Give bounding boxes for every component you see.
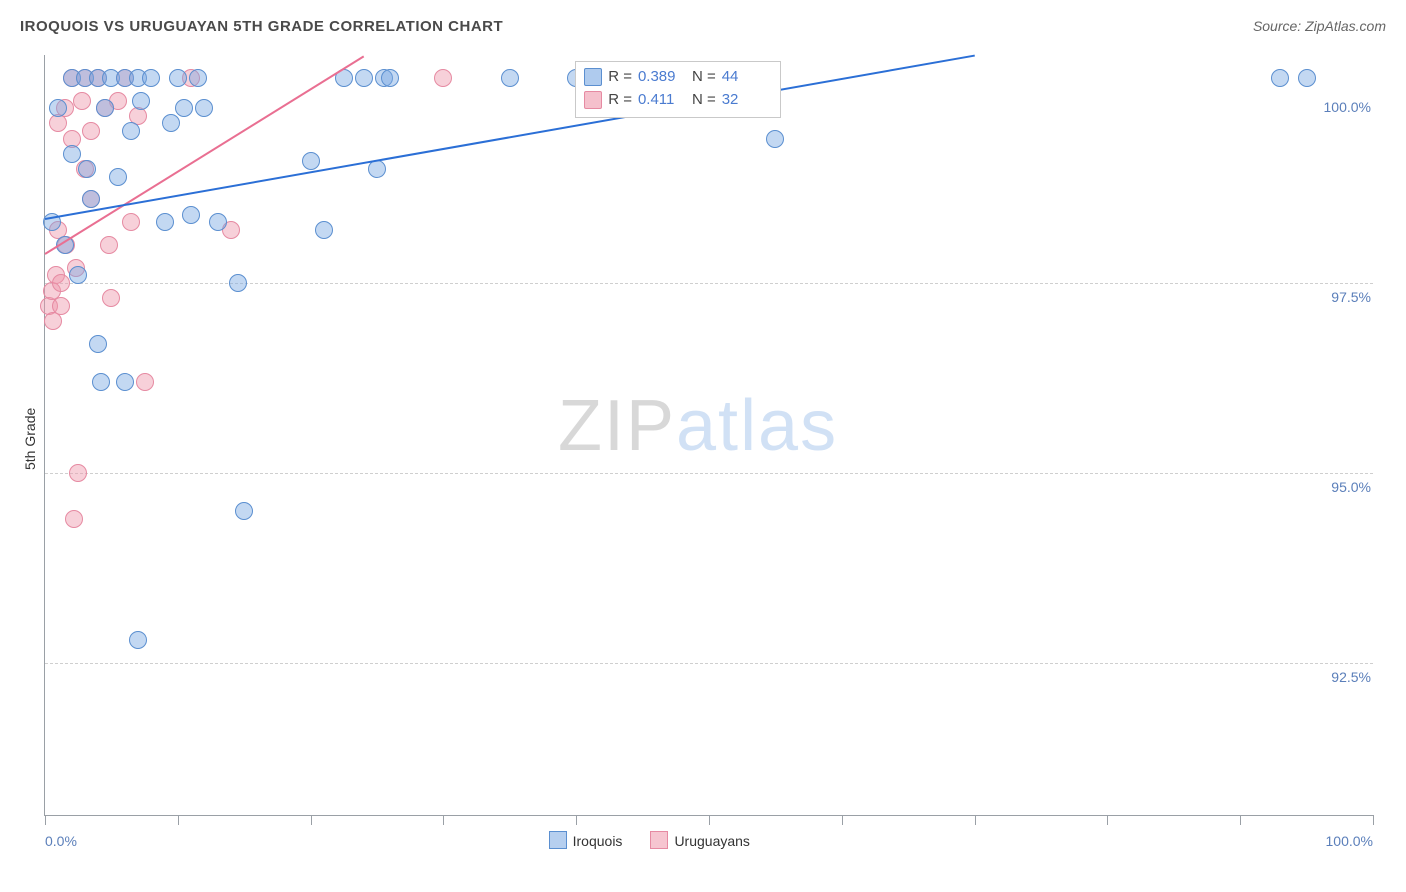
y-tick-label: 92.5% <box>1313 669 1371 685</box>
scatter-point-iroquois <box>235 502 253 520</box>
scatter-point-uruguayans <box>52 297 70 315</box>
scatter-point-iroquois <box>162 114 180 132</box>
x-tick <box>1373 815 1374 825</box>
scatter-point-iroquois <box>209 213 227 231</box>
scatter-point-iroquois <box>175 99 193 117</box>
x-axis-max-label: 100.0% <box>1326 833 1373 849</box>
scatter-point-iroquois <box>315 221 333 239</box>
swatch-icon <box>549 831 567 849</box>
stat-label: N = <box>692 66 716 89</box>
scatter-point-iroquois <box>122 122 140 140</box>
x-tick <box>576 815 577 825</box>
legend-label: Uruguayans <box>674 833 750 849</box>
scatter-point-iroquois <box>142 69 160 87</box>
x-tick <box>842 815 843 825</box>
scatter-point-iroquois <box>766 130 784 148</box>
scatter-point-uruguayans <box>102 289 120 307</box>
stats-row-uruguayans: R = 0.411 N = 32 <box>584 89 770 112</box>
stat-label: N = <box>692 89 716 112</box>
scatter-point-iroquois <box>63 145 81 163</box>
scatter-point-iroquois <box>92 373 110 391</box>
scatter-point-uruguayans <box>69 464 87 482</box>
n-value: 44 <box>722 66 770 89</box>
scatter-point-iroquois <box>381 69 399 87</box>
scatter-point-iroquois <box>229 274 247 292</box>
scatter-point-iroquois <box>501 69 519 87</box>
scatter-point-iroquois <box>129 631 147 649</box>
n-value: 32 <box>722 89 770 112</box>
x-tick <box>178 815 179 825</box>
scatter-point-iroquois <box>109 168 127 186</box>
r-value: 0.411 <box>638 89 686 112</box>
x-tick <box>709 815 710 825</box>
scatter-point-iroquois <box>1298 69 1316 87</box>
swatch-icon <box>584 91 602 109</box>
scatter-point-iroquois <box>116 373 134 391</box>
x-tick <box>975 815 976 825</box>
stat-label: R = <box>608 66 632 89</box>
chart-title: IROQUOIS VS URUGUAYAN 5TH GRADE CORRELAT… <box>20 18 503 35</box>
series-legend: Iroquois Uruguayans <box>549 831 750 849</box>
stats-row-iroquois: R = 0.389 N = 44 <box>584 66 770 89</box>
legend-item-iroquois: Iroquois <box>549 831 623 849</box>
x-tick <box>443 815 444 825</box>
scatter-point-uruguayans <box>73 92 91 110</box>
scatter-point-iroquois <box>355 69 373 87</box>
scatter-point-uruguayans <box>434 69 452 87</box>
scatter-point-iroquois <box>78 160 96 178</box>
r-value: 0.389 <box>638 66 686 89</box>
scatter-point-iroquois <box>96 99 114 117</box>
x-tick <box>1240 815 1241 825</box>
scatter-point-iroquois <box>132 92 150 110</box>
gridline <box>45 663 1373 664</box>
scatter-point-iroquois <box>1271 69 1289 87</box>
source-attribution: Source: ZipAtlas.com <box>1253 18 1386 34</box>
x-tick <box>45 815 46 825</box>
swatch-icon <box>584 68 602 86</box>
scatter-point-iroquois <box>169 69 187 87</box>
y-tick-label: 97.5% <box>1313 289 1371 305</box>
scatter-point-iroquois <box>69 266 87 284</box>
scatter-point-iroquois <box>156 213 174 231</box>
scatter-point-uruguayans <box>100 236 118 254</box>
plot-area: 92.5%95.0%97.5%100.0%0.0%100.0% <box>44 55 1373 816</box>
scatter-point-uruguayans <box>136 373 154 391</box>
scatter-point-uruguayans <box>122 213 140 231</box>
scatter-point-iroquois <box>189 69 207 87</box>
scatter-point-iroquois <box>82 190 100 208</box>
scatter-point-uruguayans <box>52 274 70 292</box>
scatter-point-iroquois <box>302 152 320 170</box>
swatch-icon <box>650 831 668 849</box>
stat-label: R = <box>608 89 632 112</box>
gridline <box>45 473 1373 474</box>
y-axis-label: 5th Grade <box>22 408 38 470</box>
scatter-point-iroquois <box>89 335 107 353</box>
x-tick <box>311 815 312 825</box>
y-tick-label: 100.0% <box>1313 99 1371 115</box>
legend-label: Iroquois <box>573 833 623 849</box>
scatter-point-uruguayans <box>82 122 100 140</box>
scatter-point-uruguayans <box>65 510 83 528</box>
x-tick <box>1107 815 1108 825</box>
x-axis-min-label: 0.0% <box>45 833 77 849</box>
scatter-point-uruguayans <box>49 114 67 132</box>
scatter-point-iroquois <box>182 206 200 224</box>
y-tick-label: 95.0% <box>1313 479 1371 495</box>
legend-item-uruguayans: Uruguayans <box>650 831 750 849</box>
scatter-point-iroquois <box>195 99 213 117</box>
correlation-stats-box: R = 0.389 N = 44 R = 0.411 N = 32 <box>575 61 781 118</box>
